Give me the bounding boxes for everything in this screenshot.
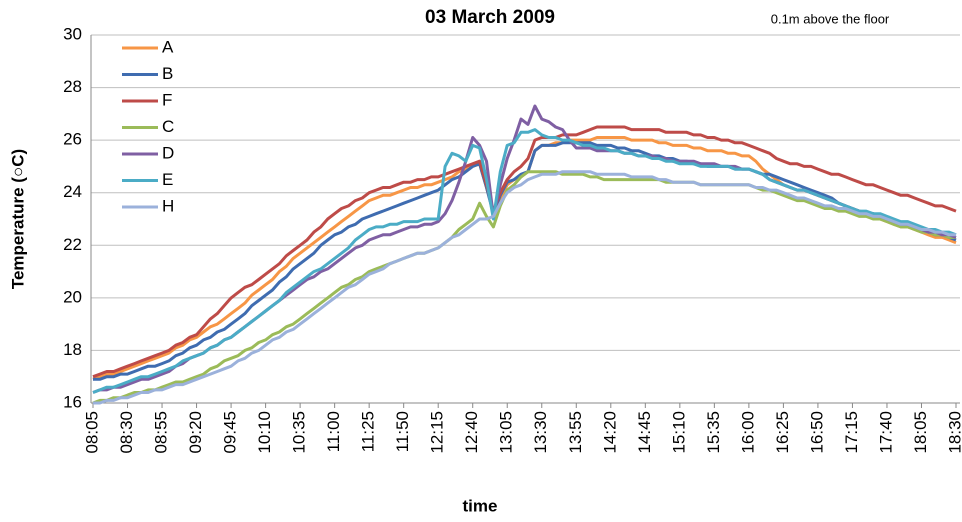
y-tick-label: 16 (63, 392, 82, 411)
x-tick-label: 16:00 (738, 411, 757, 454)
x-tick-label: 13:05 (497, 411, 516, 454)
x-tick-label: 18:30 (945, 411, 962, 454)
x-tick-label: 12:40 (462, 411, 481, 454)
x-tick-label: 17:40 (876, 411, 895, 454)
y-tick-label: 30 (63, 24, 82, 43)
legend-label: A (162, 37, 174, 56)
x-tick-label: 14:20 (600, 411, 619, 454)
x-tick-label: 18:05 (911, 411, 930, 454)
y-tick-label: 26 (63, 130, 82, 149)
series-line (93, 170, 956, 405)
x-tick-label: 09:20 (186, 411, 205, 454)
series-line (92, 125, 957, 379)
x-tick-label: 15:35 (704, 411, 723, 454)
y-tick-label: 24 (63, 182, 82, 201)
series-line (92, 104, 957, 394)
x-tick-label: 08:05 (82, 411, 101, 454)
x-tick-label: 08:30 (117, 411, 136, 454)
y-axis-label: Temperature (○C) (8, 149, 27, 289)
legend-label: E (162, 170, 173, 189)
x-tick-label: 11:00 (324, 411, 343, 452)
series-line (92, 170, 956, 405)
chart-title: 03 March 2009 (425, 7, 555, 28)
x-tick-label: 13:30 (531, 411, 550, 454)
legend-label: H (162, 196, 174, 215)
y-tick-label: 28 (63, 77, 82, 96)
x-tick-label: 09:45 (221, 411, 240, 454)
x-tick-label: 13:55 (566, 411, 585, 454)
legend-label: C (162, 117, 174, 136)
y-tick-label: 20 (63, 287, 82, 306)
legend-label: F (162, 90, 172, 109)
x-tick-label: 16:50 (807, 411, 826, 454)
x-tick-label: 08:55 (152, 411, 171, 454)
x-axis-label: time (463, 496, 498, 515)
x-tick-label: 12:15 (428, 411, 447, 454)
x-tick-label: 17:15 (842, 411, 861, 454)
x-tick-label: 14:45 (635, 411, 654, 454)
legend-label: B (162, 64, 173, 83)
series-line (93, 141, 957, 381)
y-tick-label: 18 (63, 340, 82, 359)
annotation: 0.1m above the floor (771, 11, 890, 26)
legend-label: D (162, 143, 174, 162)
x-tick-label: 16:25 (773, 411, 792, 454)
y-tick-label: 22 (63, 235, 82, 254)
x-tick-label: 10:35 (290, 411, 309, 454)
series-line (92, 128, 957, 394)
x-tick-label: 10:10 (255, 411, 274, 454)
x-tick-label: 15:10 (669, 411, 688, 454)
x-tick-label: 11:25 (359, 411, 378, 452)
x-tick-label: 11:50 (393, 411, 412, 452)
